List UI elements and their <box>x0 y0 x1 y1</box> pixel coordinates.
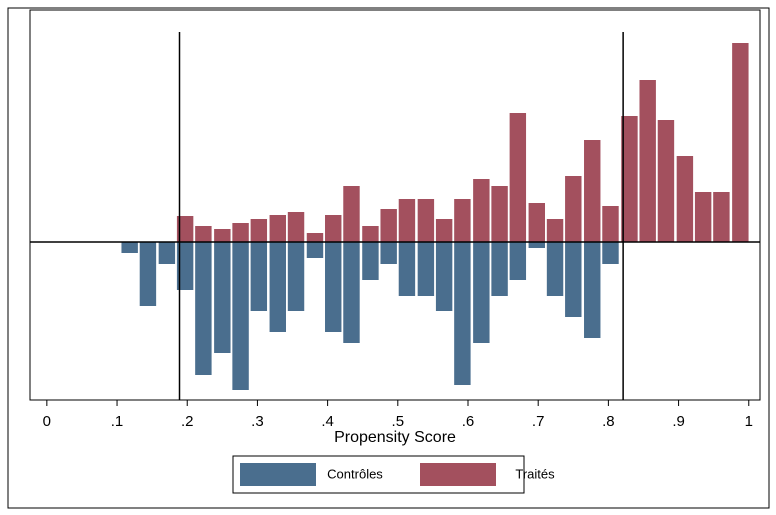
bar <box>584 242 601 338</box>
bar <box>602 206 619 242</box>
bar <box>398 199 416 242</box>
bar <box>139 242 157 306</box>
x-tick-label: .6 <box>462 413 475 430</box>
bar <box>195 242 212 375</box>
bar <box>195 226 212 242</box>
x-tick-label: .4 <box>321 413 334 430</box>
bar <box>269 215 286 242</box>
outer-frame <box>7 7 770 509</box>
x-axis-title: Propensity Score <box>334 429 456 446</box>
bar <box>546 242 564 296</box>
x-tick-label: 0 <box>43 413 51 430</box>
bar <box>214 229 231 242</box>
bar <box>509 113 527 242</box>
bar <box>435 242 453 311</box>
plot-frame <box>29 9 761 401</box>
bar <box>621 116 638 242</box>
bar <box>565 242 582 317</box>
bar <box>287 212 305 242</box>
bar <box>380 209 397 242</box>
bar <box>287 242 305 311</box>
bar <box>676 156 694 242</box>
bar <box>528 242 546 248</box>
bar <box>435 219 453 242</box>
bar <box>232 242 249 390</box>
bar <box>362 226 379 242</box>
bar <box>454 199 471 242</box>
x-tick-label: .3 <box>251 413 264 430</box>
bar <box>546 219 564 242</box>
bar <box>362 242 379 280</box>
bar <box>380 242 397 264</box>
x-tick-label: .9 <box>672 413 685 430</box>
x-tick-label: .1 <box>111 413 124 430</box>
bar <box>176 216 194 242</box>
bar <box>639 80 656 242</box>
bar <box>250 219 268 242</box>
bar <box>398 242 416 296</box>
x-tick-label: .2 <box>181 413 194 430</box>
bar <box>473 242 490 343</box>
bar <box>584 140 601 242</box>
bar <box>491 242 508 296</box>
bar <box>325 215 342 242</box>
bar <box>121 242 138 253</box>
bar <box>306 242 324 258</box>
x-tick-label: 1 <box>745 413 753 430</box>
bar <box>306 233 324 242</box>
bar <box>250 242 268 311</box>
bar <box>417 242 435 296</box>
bar <box>158 242 176 264</box>
x-tick-label: .5 <box>392 413 405 430</box>
bar <box>491 186 508 242</box>
bar <box>732 43 749 242</box>
bar <box>602 242 619 264</box>
legend-swatch <box>420 463 496 486</box>
bar <box>214 242 231 353</box>
bar <box>176 242 194 290</box>
bar <box>473 179 490 242</box>
bar <box>343 242 360 343</box>
bar <box>713 192 730 242</box>
x-tick-label: .8 <box>602 413 615 430</box>
bar <box>565 176 582 242</box>
bar <box>343 186 360 242</box>
legend-swatch <box>240 463 316 486</box>
bar <box>694 192 712 242</box>
bar <box>454 242 471 385</box>
legend-label: Traités <box>515 466 555 481</box>
bar <box>269 242 286 332</box>
bar <box>657 120 675 242</box>
bar <box>528 203 546 242</box>
bar <box>509 242 527 280</box>
bar <box>417 199 435 242</box>
legend-label: Contrôles <box>327 466 383 481</box>
bar <box>325 242 342 332</box>
x-tick-label: .7 <box>532 413 545 430</box>
bar <box>232 223 249 242</box>
